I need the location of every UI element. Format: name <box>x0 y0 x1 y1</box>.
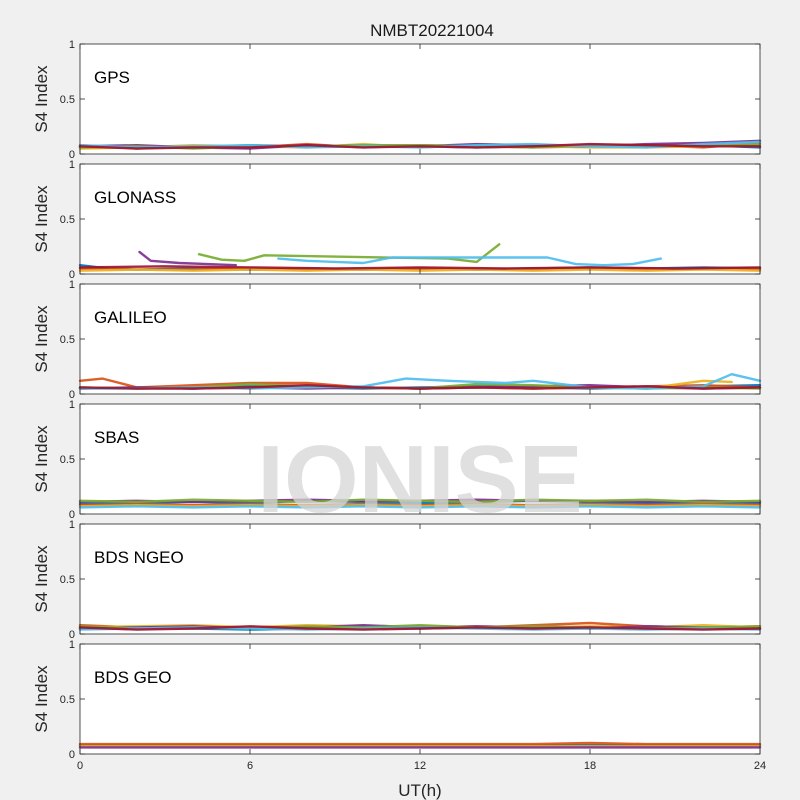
y-axis-label: S4 Index <box>32 305 51 373</box>
y-tick-label: 0 <box>69 389 75 401</box>
panel-label: GLONASS <box>94 188 176 207</box>
y-tick-label: 1 <box>69 39 75 51</box>
panel-axes-background <box>80 164 760 274</box>
y-tick-label: 0.5 <box>60 574 75 586</box>
panel-label: BDS NGEO <box>94 548 184 567</box>
y-tick-label: 0 <box>69 629 75 641</box>
panel-label: BDS GEO <box>94 668 171 687</box>
panel-axes-background <box>80 284 760 394</box>
y-tick-label: 0.5 <box>60 454 75 466</box>
x-tick-label: 0 <box>77 760 83 772</box>
y-tick-label: 0.5 <box>60 94 75 106</box>
panels-group: 0 0.5 1 GPS S4 Index 0 0.5 1 GLONASS S4 Index 0 0.5… <box>32 39 766 772</box>
y-tick-label: 1 <box>69 279 75 291</box>
series-line <box>78 498 762 504</box>
y-tick-label: 0 <box>69 749 75 761</box>
x-tick-label: 18 <box>584 760 596 772</box>
x-tick-label: 24 <box>754 760 766 772</box>
y-axis-label: S4 Index <box>32 425 51 493</box>
panel-0: 0 0.5 1 GPS S4 Index <box>32 39 762 161</box>
series-line <box>277 256 662 267</box>
panel-label: GPS <box>94 68 130 87</box>
x-tick-label: 12 <box>414 760 426 772</box>
panel-axes-background <box>80 44 760 154</box>
y-tick-label: 1 <box>69 639 75 651</box>
series-line <box>197 243 501 264</box>
panel-axes-background <box>80 404 760 514</box>
panel-3: 0 0.5 1 SBAS S4 Index <box>32 399 762 521</box>
y-tick-label: 0.5 <box>60 694 75 706</box>
series-line <box>78 625 762 631</box>
y-tick-label: 0.5 <box>60 214 75 226</box>
y-tick-label: 0 <box>69 269 75 281</box>
panel-5: 0 0.5 1 0 6 12 18 24 BDS GEO S4 Index <box>32 639 766 772</box>
y-axis-label: S4 Index <box>32 665 51 733</box>
panel-4: 0 0.5 1 BDS NGEO S4 Index <box>32 519 762 641</box>
y-tick-label: 0 <box>69 509 75 521</box>
figure-title: NMBT20221004 <box>370 21 494 40</box>
series-line <box>138 250 238 267</box>
x-axis-label: UT(h) <box>398 781 441 800</box>
y-axis-label: S4 Index <box>32 65 51 133</box>
y-axis-label: S4 Index <box>32 545 51 613</box>
y-tick-label: 1 <box>69 519 75 531</box>
panel-1: 0 0.5 1 GLONASS S4 Index <box>32 159 762 281</box>
series-line <box>78 741 762 746</box>
watermark-text: IONISE <box>257 426 582 533</box>
series-line <box>78 505 762 509</box>
y-tick-label: 0.5 <box>60 334 75 346</box>
series-line <box>78 142 762 150</box>
panel-axes-background <box>80 524 760 634</box>
y-tick-label: 0 <box>69 149 75 161</box>
y-axis-label: S4 Index <box>32 185 51 253</box>
panel-label: SBAS <box>94 428 139 447</box>
y-tick-label: 1 <box>69 159 75 171</box>
series-line <box>78 384 762 390</box>
y-tick-label: 1 <box>69 399 75 411</box>
x-tick-label: 6 <box>247 760 253 772</box>
panel-2: 0 0.5 1 GALILEO S4 Index <box>32 279 762 401</box>
panel-label: GALILEO <box>94 308 167 327</box>
series-line <box>78 265 762 270</box>
panel-axes-background <box>80 644 760 754</box>
